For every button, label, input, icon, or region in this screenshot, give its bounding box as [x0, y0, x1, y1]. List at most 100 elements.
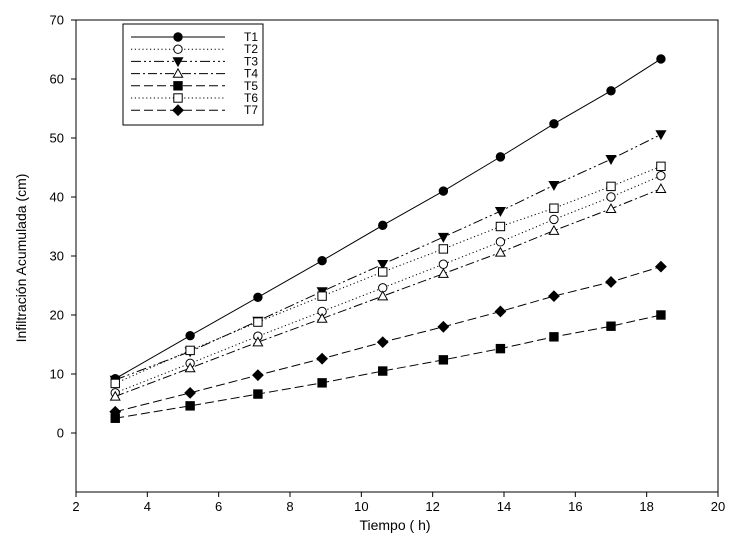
data-point-t5	[549, 332, 559, 342]
y-tick-label: 50	[50, 131, 64, 146]
data-point-t6	[438, 244, 449, 254]
data-point-t4	[494, 246, 506, 257]
data-point-t6	[110, 378, 120, 389]
legend-label: T1	[244, 30, 258, 44]
data-point-t1	[317, 256, 327, 266]
y-axis: 0 10 20 30 40 50 60 70	[50, 13, 76, 441]
data-point-t4	[655, 183, 667, 193]
data-point-t2	[549, 214, 559, 225]
series-t4-line	[115, 188, 662, 397]
data-point-t4	[548, 224, 560, 235]
data-point-t6	[317, 291, 327, 301]
series-t3-line	[115, 134, 662, 381]
data-point-t4	[316, 312, 328, 323]
data-point-t2	[656, 171, 666, 181]
data-point-t5	[253, 389, 263, 399]
data-point-t6	[656, 161, 666, 172]
y-tick-label: 30	[50, 249, 64, 264]
data-point-t4	[252, 336, 264, 347]
data-point-t7	[109, 405, 122, 418]
data-point-t3	[548, 181, 560, 191]
data-point-t3	[605, 155, 617, 165]
data-point-t1	[438, 186, 449, 196]
legend-box	[122, 23, 264, 126]
y-tick-label: 20	[50, 308, 64, 323]
legend-marker-t1	[173, 32, 183, 42]
y-tick-label: 0	[57, 426, 64, 441]
series-t2	[110, 171, 666, 398]
x-tick-label: 10	[354, 499, 368, 514]
legend-label: T5	[244, 79, 258, 93]
data-point-t4	[605, 203, 617, 213]
data-point-t7	[605, 276, 617, 288]
x-tick-label: 2	[72, 499, 79, 514]
data-point-t5	[185, 401, 195, 411]
data-point-t1	[185, 330, 195, 341]
data-point-t6	[378, 267, 388, 277]
legend-label: T2	[244, 42, 258, 56]
x-tick-label: 6	[215, 499, 222, 514]
data-point-t3	[437, 232, 449, 243]
x-tick-label: 4	[144, 499, 151, 514]
data-point-t6	[495, 221, 506, 232]
data-point-t2	[438, 259, 449, 269]
data-point-t3	[494, 206, 506, 217]
legend-label: T6	[244, 91, 258, 105]
legend-marker-t3	[172, 57, 184, 68]
legend-marker-t4	[172, 67, 184, 78]
data-point-t6	[185, 345, 195, 356]
legend-label: T4	[244, 67, 258, 81]
legend-marker-t6	[173, 93, 183, 103]
series-t6-line	[115, 165, 662, 384]
series-t5-line	[115, 314, 662, 419]
data-point-t7	[184, 386, 197, 399]
legend-marker-t7	[172, 104, 184, 117]
data-point-t7	[548, 290, 560, 303]
x-axis: 2 4 6 8 10 12 14 16 18 20	[72, 492, 725, 514]
data-point-t1	[549, 119, 559, 129]
y-tick-label: 10	[50, 367, 64, 382]
data-point-t7	[316, 352, 329, 365]
data-point-t3	[655, 130, 667, 141]
x-tick-label: 14	[497, 499, 511, 514]
series-t1-line	[114, 58, 662, 380]
series-t7	[109, 260, 667, 418]
data-point-t1	[656, 54, 666, 64]
data-point-t6	[253, 317, 263, 327]
y-axis-title: Infiltración Acumulada (cm)	[13, 174, 29, 343]
series-t7-line	[115, 266, 662, 413]
x-axis-title: Tiempo ( h)	[359, 517, 430, 533]
data-point-t5	[606, 321, 616, 331]
x-tick-label: 12	[425, 499, 439, 514]
data-point-t5	[378, 366, 388, 376]
data-point-t5	[656, 310, 666, 320]
data-point-t5	[495, 343, 506, 354]
data-point-t6	[549, 203, 559, 213]
data-point-t1	[606, 86, 616, 96]
data-point-t7	[376, 336, 389, 349]
data-point-t1	[378, 220, 388, 231]
x-tick-label: 20	[711, 499, 725, 514]
data-point-t4	[184, 362, 196, 373]
data-point-t7	[655, 260, 667, 273]
series-t4	[109, 183, 667, 401]
data-point-t5	[317, 378, 327, 388]
data-point-t1	[495, 152, 506, 162]
series-t2-line	[115, 175, 662, 394]
data-point-t4	[109, 390, 121, 401]
legend-marker-t2	[173, 44, 183, 54]
data-point-t4	[377, 290, 389, 301]
data-point-t3	[377, 260, 389, 270]
data-point-t2	[606, 192, 616, 202]
legend-label: T7	[244, 103, 258, 117]
y-tick-label: 70	[50, 13, 64, 28]
series-layer	[109, 54, 667, 423]
data-point-t2	[495, 237, 506, 247]
data-point-t1	[253, 292, 263, 302]
x-tick-label: 18	[639, 499, 653, 514]
y-tick-label: 60	[50, 72, 64, 87]
legend-label: T3	[244, 54, 258, 68]
